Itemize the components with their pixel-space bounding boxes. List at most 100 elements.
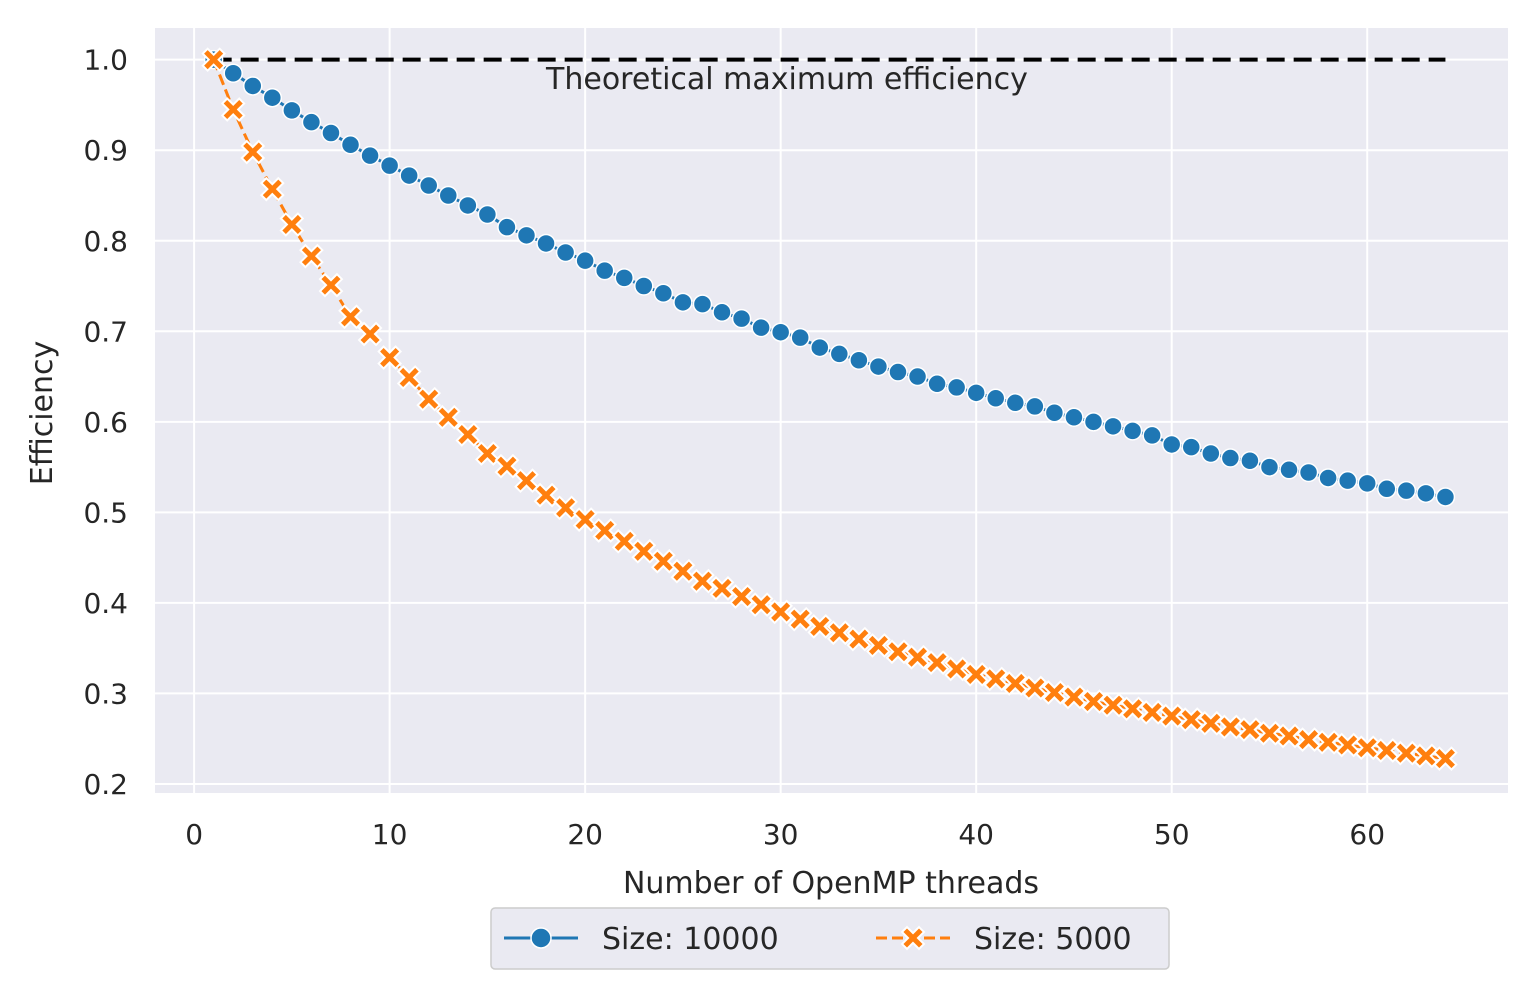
data-point (963, 662, 989, 687)
x-marker-stroke (868, 635, 888, 655)
data-point (1103, 416, 1123, 437)
x-tick-label: 10 (372, 818, 408, 851)
x-marker-stroke (1123, 699, 1143, 719)
data-point (299, 243, 324, 269)
data-point (846, 626, 872, 652)
legend-label-size-5000: Size: 5000 (974, 922, 1132, 957)
legend-marker-size-10000 (530, 927, 552, 949)
x-tick-label: 30 (763, 818, 799, 851)
annotation-theoretical-max: Theoretical maximum efficiency (545, 62, 1028, 97)
data-point (1396, 480, 1417, 501)
data-point (516, 225, 537, 246)
data-point (1083, 412, 1104, 432)
data-point (1296, 727, 1321, 752)
data-point (262, 87, 283, 108)
x-marker-stroke (1240, 720, 1260, 740)
x-marker-stroke (849, 629, 869, 649)
x-marker-stroke (1142, 702, 1162, 722)
x-marker-stroke (810, 616, 830, 636)
data-point (1335, 732, 1361, 758)
data-point (868, 356, 889, 377)
data-point (653, 283, 674, 304)
data-point (810, 337, 830, 358)
data-point (849, 350, 869, 371)
data-point (379, 155, 400, 176)
x-axis-label: Number of OpenMP threads (623, 866, 1039, 901)
legend: Size: 10000 Size: 5000 (490, 907, 1170, 970)
data-point (458, 195, 478, 216)
data-point (1044, 403, 1065, 423)
data-point (318, 272, 344, 298)
data-point (966, 383, 986, 403)
data-point (770, 322, 791, 342)
data-point (709, 576, 735, 601)
data-point (1377, 479, 1397, 499)
x-marker-stroke (282, 214, 302, 234)
x-marker-stroke (903, 928, 923, 948)
data-point (340, 135, 361, 155)
data-point (338, 304, 363, 330)
data-point (201, 47, 227, 73)
y-tick-label: 0.8 (83, 225, 128, 258)
series-line-size-10000 (212, 58, 1446, 499)
x-marker-stroke (243, 142, 263, 162)
data-point (279, 212, 305, 237)
x-marker-stroke (301, 246, 321, 266)
data-point (983, 666, 1009, 692)
x-marker-stroke (477, 443, 497, 464)
data-point (1122, 421, 1143, 441)
x-marker-stroke (1220, 717, 1240, 737)
data-point (692, 294, 713, 314)
data-point (944, 656, 969, 682)
x-marker-stroke (634, 541, 654, 561)
data-point (1061, 684, 1087, 710)
x-marker-stroke (360, 324, 380, 344)
data-point (1298, 462, 1319, 483)
y-tick-label: 0.2 (83, 768, 128, 801)
data-point (497, 217, 517, 237)
data-point (1354, 735, 1380, 761)
data-point (1025, 396, 1045, 417)
x-marker-stroke (223, 99, 243, 120)
x-marker-stroke (986, 669, 1006, 689)
data-point (1257, 720, 1282, 746)
legend-box (490, 907, 1170, 970)
data-point (1178, 707, 1204, 733)
data-point (634, 276, 654, 296)
x-marker-stroke (419, 389, 439, 409)
data-point (751, 317, 771, 338)
x-marker-stroke (1162, 706, 1182, 726)
data-point (1201, 443, 1221, 464)
x-marker-stroke (1435, 749, 1455, 769)
data-point (1416, 483, 1436, 504)
y-tick-label: 0.3 (83, 677, 128, 710)
data-point (1159, 703, 1185, 729)
x-marker-stroke (536, 485, 556, 505)
data-point (1002, 671, 1028, 696)
x-marker-stroke (829, 623, 849, 643)
data-point (1042, 680, 1067, 705)
data-point (592, 518, 618, 543)
legend-label-size-10000: Size: 10000 (602, 922, 779, 957)
data-point (924, 650, 950, 675)
y-tick-label: 0.4 (83, 587, 128, 620)
x-marker-stroke (1396, 743, 1416, 763)
x-marker-stroke (712, 578, 732, 598)
x-marker-stroke (262, 179, 282, 199)
data-point (790, 327, 810, 348)
data-point (1100, 692, 1126, 718)
y-tick-label: 1.0 (83, 44, 128, 77)
data-point (826, 620, 852, 646)
data-point (1022, 675, 1048, 701)
data-point (729, 584, 754, 609)
y-tick-label: 0.9 (83, 134, 128, 167)
data-point (416, 386, 442, 412)
data-point (435, 404, 461, 430)
data-point (650, 548, 676, 574)
data-point (888, 362, 908, 382)
data-point (514, 468, 539, 494)
x-marker-stroke (1044, 682, 1064, 703)
data-point (866, 633, 891, 658)
data-point (1142, 425, 1162, 446)
x-marker-stroke (1181, 710, 1201, 730)
